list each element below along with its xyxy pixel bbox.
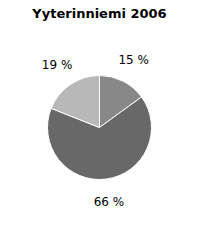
data-label: 19 %: [42, 58, 73, 72]
data-labels: 15 % 66 % 19 %: [42, 53, 149, 209]
slice: [51, 76, 99, 128]
title: Yyterinniemi 2006: [31, 6, 166, 21]
pie: [48, 76, 152, 180]
data-label: 66 %: [94, 195, 125, 209]
chart: Yyterinniemi 2006 15 % 66 % 19 %: [0, 0, 199, 225]
data-label: 15 %: [118, 53, 149, 67]
